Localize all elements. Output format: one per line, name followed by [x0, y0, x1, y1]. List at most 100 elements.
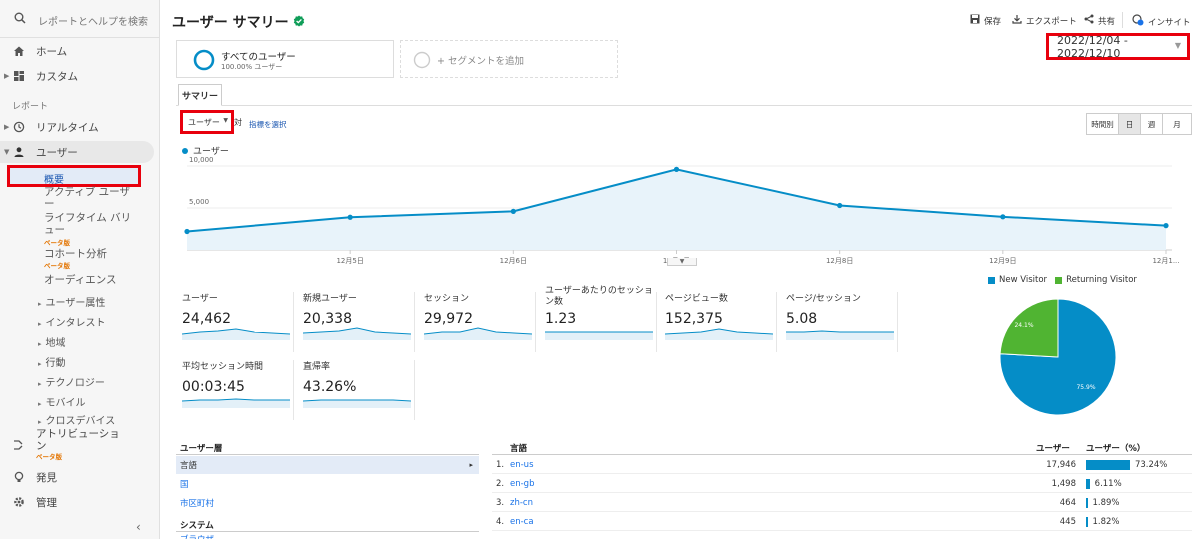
- sidebar-item-label: クロスデバイス: [45, 416, 116, 427]
- sidebar-search[interactable]: レポートとヘルプを検索: [0, 0, 159, 38]
- table-row[interactable]: 1. en-us 17,946 73.24%: [492, 456, 1192, 474]
- table-row[interactable]: 3. zh-cn 464 1.89%: [492, 494, 1192, 512]
- kpi-value: 00:03:45: [182, 379, 245, 395]
- attribution-icon: [12, 439, 24, 454]
- beta-badge: ベータ版: [36, 453, 62, 461]
- granularity-month[interactable]: 月: [1163, 114, 1191, 134]
- language-link[interactable]: zh-cn: [510, 498, 533, 508]
- kpi-label: ユーザー: [182, 294, 218, 304]
- data-point: [837, 202, 843, 209]
- kpi-label: セッション: [424, 294, 470, 304]
- chart-legend: ユーザー: [182, 144, 229, 157]
- audience-row-language[interactable]: 言語 ▸: [176, 456, 479, 474]
- gear-icon: [12, 495, 26, 509]
- export-button[interactable]: エクスポート: [1012, 14, 1077, 27]
- save-button[interactable]: 保存: [970, 14, 1001, 27]
- sidebar-item-discover[interactable]: 発見: [0, 466, 158, 488]
- data-point: [347, 214, 353, 220]
- kpi-value: 1.23: [545, 311, 577, 327]
- x-tick-label: 12月6日: [500, 257, 527, 265]
- legend-swatch-returning: [1055, 276, 1063, 284]
- audience-row-country[interactable]: 国: [180, 480, 189, 490]
- metric-dropdown[interactable]: ユーザー ▼: [180, 110, 234, 134]
- kpi-sparkline: [303, 399, 411, 408]
- sidebar-item-home[interactable]: ホーム: [0, 40, 158, 62]
- insights-button[interactable]: インサイト: [1132, 14, 1191, 29]
- sidebar-item-admin[interactable]: 管理: [0, 491, 158, 513]
- search-icon: [14, 12, 26, 27]
- sidebar-item-demographics[interactable]: ▸ ユーザー属性: [38, 294, 105, 309]
- sidebar-item-audiences[interactable]: オーディエンス: [44, 274, 117, 286]
- date-range-value: 2022/12/04 - 2022/12/10: [1057, 33, 1128, 60]
- sidebar-item-label: ライフタイム バリ: [44, 212, 132, 224]
- audience-row-browser[interactable]: ブラウザ: [176, 533, 479, 539]
- sidebar-item-technology[interactable]: ▸ テクノロジー: [38, 374, 105, 389]
- home-icon: [12, 44, 26, 58]
- sidebar-item-label: 発見: [36, 471, 57, 484]
- language-link[interactable]: en-ca: [510, 517, 534, 527]
- granularity-week[interactable]: 週: [1141, 114, 1163, 134]
- user-count: 445: [1059, 517, 1076, 527]
- col-users-pct: ユーザー（%）: [1086, 444, 1146, 454]
- sidebar-item-interests[interactable]: ▸ インタレスト: [38, 314, 106, 329]
- kpi-sparkline: [786, 330, 894, 340]
- system-header: システム: [180, 521, 214, 531]
- audience-row-label: 言語: [180, 461, 198, 471]
- legend-swatch-new: [988, 276, 995, 284]
- sidebar-item-label-cont: ー: [44, 198, 55, 210]
- tab-summary[interactable]: サマリー: [178, 84, 222, 106]
- select-metric-link[interactable]: 指標を選択: [249, 120, 287, 129]
- kpi-value: 152,375: [665, 311, 723, 327]
- language-link[interactable]: en-gb: [510, 479, 535, 489]
- table-row[interactable]: 4. en-ca 445 1.82%: [492, 513, 1192, 531]
- language-link[interactable]: en-us: [510, 460, 534, 470]
- granularity-hourly[interactable]: 時間別: [1087, 114, 1119, 134]
- page-header: ユーザー サマリー: [172, 12, 305, 32]
- sidebar-item-crossdevice[interactable]: ▸ クロスデバイス: [38, 412, 115, 427]
- collapse-sidebar-icon[interactable]: ‹: [136, 520, 141, 534]
- x-tick-label: 12月5日: [336, 257, 363, 265]
- chevron-right-icon: ▶: [4, 123, 10, 131]
- date-range-picker[interactable]: 2022/12/04 - 2022/12/10 ▼: [1046, 33, 1190, 60]
- data-point: [1000, 214, 1006, 220]
- sidebar-item-active-users[interactable]: アクティブ ユーザ ー: [44, 186, 130, 210]
- kpi-sparkline: [182, 398, 290, 408]
- pct-value: 1.82%: [1092, 517, 1120, 527]
- kpi-sparkline: [182, 328, 290, 340]
- data-point: [673, 166, 680, 172]
- kpi-label: 直帰率: [303, 362, 331, 372]
- sidebar-item-custom[interactable]: ▶ カスタム: [0, 65, 158, 87]
- divider: [1122, 12, 1123, 28]
- sidebar-item-label: モバイル: [45, 398, 86, 409]
- sidebar-item-audience[interactable]: ▼ ユーザー: [0, 141, 154, 163]
- sidebar-item-geo[interactable]: ▸ 地域: [38, 334, 66, 349]
- share-button[interactable]: 共有: [1084, 14, 1115, 27]
- add-segment-button[interactable]: + セグメントを追加: [400, 40, 618, 78]
- row-number: 3.: [496, 498, 505, 508]
- sidebar-item-label: アトリビューション: [36, 428, 120, 452]
- kpi-label: 平均セッション時間: [182, 362, 264, 372]
- verified-check-icon: [293, 15, 305, 30]
- page-title: ユーザー サマリー: [172, 15, 289, 31]
- sidebar-item-mobile[interactable]: ▸ モバイル: [38, 394, 86, 409]
- kpi-label: 新規ユーザー: [303, 294, 357, 304]
- segment-all-users[interactable]: すべてのユーザー 100.00% ユーザー: [176, 40, 394, 78]
- dashboard-icon: [12, 69, 26, 83]
- sidebar-item-label: インタレスト: [45, 318, 106, 329]
- empty-circle-icon: [413, 51, 431, 72]
- sidebar-item-lifetime-value[interactable]: ライフタイム バリ ュー: [44, 212, 131, 236]
- pie-label-new: 75.9%: [1076, 384, 1095, 391]
- sidebar-item-attribution[interactable]: アトリビューション ベータ版: [0, 427, 158, 461]
- share-label: 共有: [1098, 16, 1116, 27]
- chart-expand-handle[interactable]: ▼: [667, 258, 697, 266]
- table-row[interactable]: 2. en-gb 1,498 6.11%: [492, 475, 1192, 493]
- chevron-right-icon: ▸: [38, 300, 42, 308]
- row-number: 1.: [496, 460, 505, 470]
- audience-row-city[interactable]: 市区町村: [180, 499, 215, 509]
- sidebar-item-overview[interactable]: 概要: [7, 165, 141, 187]
- sidebar-item-realtime[interactable]: ▶ リアルタイム: [0, 116, 158, 138]
- granularity-day[interactable]: 日: [1119, 114, 1141, 134]
- sidebar-item-behavior[interactable]: ▸ 行動: [38, 354, 66, 369]
- divider: [492, 454, 1192, 455]
- sidebar-item-cohort[interactable]: コホート分析: [44, 248, 107, 260]
